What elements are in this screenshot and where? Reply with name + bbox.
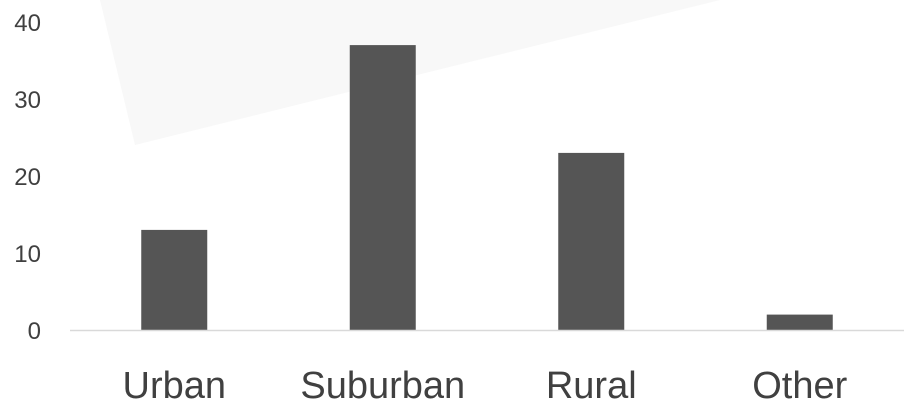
- bars: [141, 45, 833, 330]
- y-axis: 0 10 20 30 40: [14, 10, 41, 345]
- y-tick-label: 10: [14, 241, 41, 268]
- x-tick-label: Suburban: [300, 365, 465, 407]
- bar-rural: [558, 152, 625, 330]
- y-tick-label: 30: [14, 87, 41, 114]
- x-axis: Urban Suburban Rural Other: [123, 365, 848, 407]
- y-tick-label: 40: [14, 10, 41, 37]
- x-tick-label: Other: [752, 365, 847, 407]
- bar-urban: [141, 229, 208, 330]
- x-tick-label: Rural: [546, 365, 637, 407]
- x-tick-label: Urban: [123, 365, 227, 407]
- y-tick-label: 0: [28, 318, 41, 345]
- bar-other: [766, 314, 833, 330]
- bar-suburban: [349, 45, 416, 330]
- y-tick-label: 20: [14, 164, 41, 191]
